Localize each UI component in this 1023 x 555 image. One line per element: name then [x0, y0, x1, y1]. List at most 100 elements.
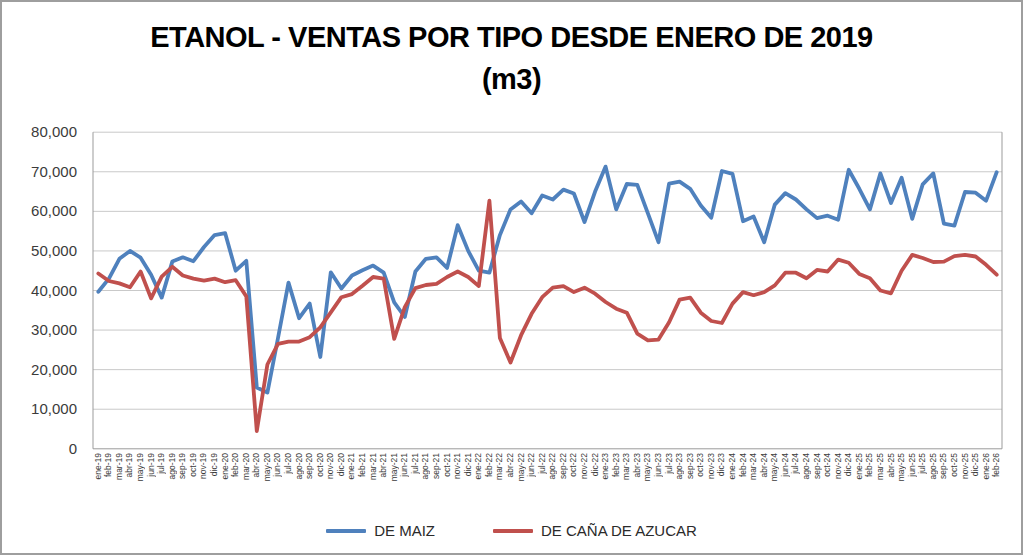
x-axis-tick-label: ago-24 [801, 453, 811, 479]
x-axis-tick-label: jul-24 [790, 453, 800, 474]
x-axis-tick-label: ago-22 [547, 453, 557, 479]
x-axis-tick-label: dic-20 [336, 453, 346, 476]
x-axis-tick-label: oct-20 [315, 453, 325, 477]
x-axis-tick-label: feb-23 [611, 453, 621, 477]
de-maiz-line-swatch [326, 529, 366, 533]
x-axis-tick-label: ene-24 [727, 453, 737, 479]
x-axis-tick-label: sep-25 [938, 453, 948, 479]
x-axis-tick-label: dic-22 [590, 453, 600, 476]
x-axis-tick-label: ene-21 [346, 453, 356, 479]
x-axis-tick-label: jun-25 [907, 453, 917, 477]
legend-label-de-maiz: DE MAIZ [374, 522, 435, 539]
x-axis-tick-label: jun-20 [272, 453, 282, 477]
x-axis-tick-label: mar-24 [748, 453, 758, 480]
x-axis-tick-label: sep-19 [177, 453, 187, 479]
x-axis-tick-label: abr-22 [505, 453, 515, 478]
x-axis-tick-label: abr-19 [124, 453, 134, 478]
y-axis-tick-label: 40,000 [7, 283, 77, 299]
x-axis-tick-label: sep-21 [431, 453, 441, 479]
x-axis-tick-label: ago-25 [928, 453, 938, 479]
x-axis-tick-label: mar-20 [241, 453, 251, 480]
x-axis-tick-label: ene-25 [854, 453, 864, 479]
x-axis-tick-label: ago-21 [420, 453, 430, 479]
x-axis-tick-label: feb-20 [230, 453, 240, 477]
x-axis-tick-label: ago-20 [294, 453, 304, 479]
x-axis-tick-label: may-24 [769, 453, 779, 481]
x-axis-tick-label: abr-25 [886, 453, 896, 478]
x-axis-tick-label: sep-22 [558, 453, 568, 479]
x-axis-tick-label: jul-25 [917, 453, 927, 474]
legend: DE MAIZ DE CAÑA DE AZUCAR [2, 522, 1021, 539]
x-axis-tick-label: mar-23 [621, 453, 631, 480]
y-axis-tick-label: 60,000 [7, 203, 77, 219]
x-axis-tick-label: feb-19 [103, 453, 113, 477]
de-cana-de-azucar-line-swatch [493, 529, 533, 533]
x-axis-tick-label: may-23 [642, 453, 652, 481]
x-axis-tick-label: feb-26 [991, 453, 1001, 477]
x-axis-tick-label: nov-19 [198, 453, 208, 479]
x-axis-tick-label: nov-23 [706, 453, 716, 479]
x-axis-tick-label: ene-22 [473, 453, 483, 479]
legend-item-de-cana-de-azucar: DE CAÑA DE AZUCAR [493, 522, 697, 539]
x-axis-tick-label: oct-19 [188, 453, 198, 477]
x-axis-tick-label: ene-26 [981, 453, 991, 479]
legend-label-de-cana-de-azucar: DE CAÑA DE AZUCAR [541, 522, 697, 539]
x-axis-tick-label: jun-21 [399, 453, 409, 477]
y-axis-tick-label: 20,000 [7, 362, 77, 378]
x-axis-tick-label: mar-22 [494, 453, 504, 480]
y-axis-tick-label: 0 [7, 441, 77, 457]
x-axis-tick-label: feb-21 [357, 453, 367, 477]
x-axis-tick-label: oct-25 [949, 453, 959, 477]
x-axis-tick-label: mar-21 [368, 453, 378, 480]
x-axis-tick-label: ago-23 [674, 453, 684, 479]
x-axis-tick-label: ene-23 [600, 453, 610, 479]
x-axis-tick-label: nov-24 [833, 453, 843, 479]
y-axis-tick-label: 10,000 [7, 401, 77, 417]
y-axis-tick-label: 70,000 [7, 164, 77, 180]
y-axis-tick-label: 80,000 [7, 124, 77, 140]
x-axis-tick-label: abr-24 [759, 453, 769, 478]
x-axis-tick-label: nov-21 [452, 453, 462, 479]
x-axis-tick-label: abr-21 [378, 453, 388, 478]
x-axis-tick-label: may-25 [896, 453, 906, 481]
x-axis-tick-label: may-21 [389, 453, 399, 481]
x-axis-tick-label: jun-19 [146, 453, 156, 477]
x-axis-tick-label: sep-23 [685, 453, 695, 479]
x-axis-tick-label: abr-23 [632, 453, 642, 478]
x-axis-tick-label: ene-19 [93, 453, 103, 479]
x-axis-tick-label: nov-25 [960, 453, 970, 479]
x-axis-tick-label: dic-24 [843, 453, 853, 476]
x-axis-tick-label: may-22 [516, 453, 526, 481]
x-axis-tick-label: may-19 [135, 453, 145, 481]
legend-item-de-maiz: DE MAIZ [326, 522, 435, 539]
x-axis-tick-label: jul-22 [537, 453, 547, 474]
x-axis-tick-label: may-20 [262, 453, 272, 481]
x-axis-tick-label: abr-20 [251, 453, 261, 478]
x-axis-tick-label: jul-20 [283, 453, 293, 474]
series-line-de-caña-de-azucar [98, 201, 996, 431]
x-axis-tick-label: oct-23 [695, 453, 705, 477]
x-axis-tick-label: dic-19 [209, 453, 219, 476]
x-axis-tick-label: dic-21 [463, 453, 473, 476]
x-axis-tick-label: jul-23 [664, 453, 674, 474]
x-axis-tick-label: mar-19 [114, 453, 124, 480]
x-axis-tick-label: feb-25 [864, 453, 874, 477]
x-axis-tick-label: mar-25 [875, 453, 885, 480]
x-axis-tick-label: sep-20 [304, 453, 314, 479]
y-axis-tick-label: 50,000 [7, 243, 77, 259]
x-axis-tick-label: jul-21 [410, 453, 420, 474]
y-axis-tick-label: 30,000 [7, 322, 77, 338]
x-axis-tick-label: dic-25 [970, 453, 980, 476]
x-axis-tick-label: ago-19 [167, 453, 177, 479]
x-axis-tick-label: nov-22 [579, 453, 589, 479]
x-axis-tick-label: jul-19 [156, 453, 166, 474]
x-axis-tick-label: jun-24 [780, 453, 790, 477]
x-axis-tick-label: oct-24 [822, 453, 832, 477]
chart-container: ETANOL - VENTAS POR TIPO DESDE ENERO DE … [0, 0, 1023, 555]
x-axis-tick-label: oct-21 [442, 453, 452, 477]
x-axis-tick-label: feb-22 [484, 453, 494, 477]
x-axis-tick-label: jun-23 [653, 453, 663, 477]
x-axis-tick-label: jun-22 [526, 453, 536, 477]
x-axis-tick-label: ene-20 [220, 453, 230, 479]
x-axis-tick-label: sep-24 [812, 453, 822, 479]
